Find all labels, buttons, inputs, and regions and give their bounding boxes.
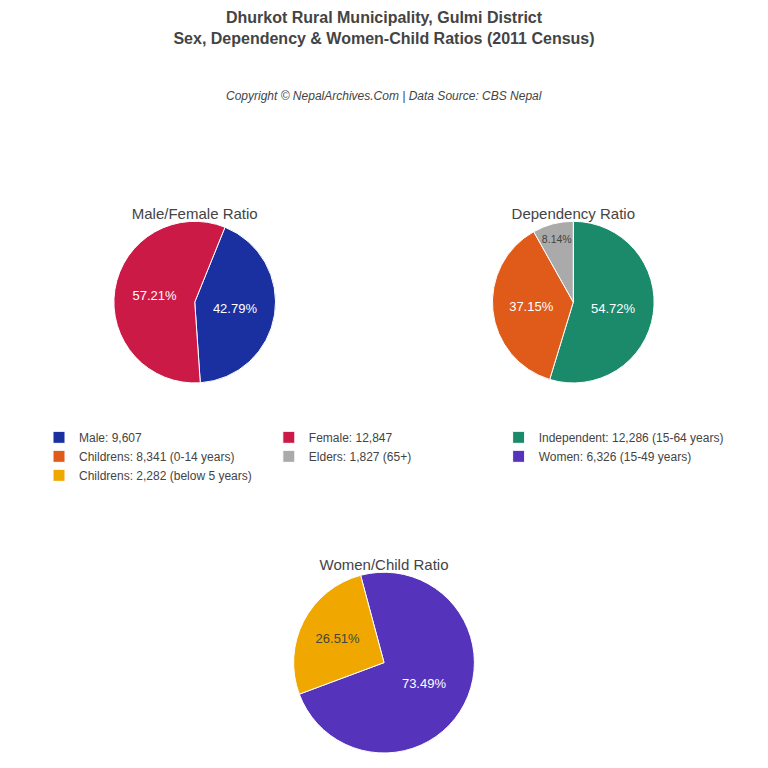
svg-text:Independent: 12,286 (15-64 yea: Independent: 12,286 (15-64 years) <box>539 431 724 445</box>
svg-text:8.14%: 8.14% <box>542 233 572 245</box>
svg-text:Copyright © NepalArchives.Com: Copyright © NepalArchives.Com | Data Sou… <box>226 89 542 103</box>
svg-text:Dhurkot Rural Municipality, Gu: Dhurkot Rural Municipality, Gulmi Distri… <box>173 9 594 47</box>
svg-text:57.21%: 57.21% <box>133 288 178 303</box>
svg-text:54.72%: 54.72% <box>591 301 636 316</box>
svg-text:Male/Female Ratio: Male/Female Ratio <box>132 205 258 222</box>
svg-text:26.51%: 26.51% <box>316 631 361 646</box>
svg-text:Childrens: 2,282 (below 5 year: Childrens: 2,282 (below 5 years) <box>79 469 252 483</box>
svg-text:Dependency Ratio: Dependency Ratio <box>512 205 635 222</box>
svg-text:Childrens: 8,341 (0-14 years): Childrens: 8,341 (0-14 years) <box>79 450 234 464</box>
svg-text:Elders: 1,827 (65+): Elders: 1,827 (65+) <box>309 450 411 464</box>
svg-text:Women/Child Ratio: Women/Child Ratio <box>320 556 449 573</box>
svg-text:Women: 6,326 (15-49 years): Women: 6,326 (15-49 years) <box>539 450 692 464</box>
svg-text:Female: 12,847: Female: 12,847 <box>309 431 393 445</box>
svg-text:73.49%: 73.49% <box>402 676 447 691</box>
svg-text:Male: 9,607: Male: 9,607 <box>79 431 142 445</box>
svg-text:37.15%: 37.15% <box>509 299 554 314</box>
svg-text:42.79%: 42.79% <box>213 301 258 316</box>
